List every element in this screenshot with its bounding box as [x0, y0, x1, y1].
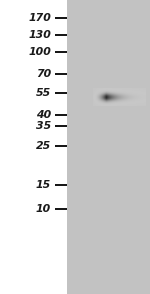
- Text: 25: 25: [36, 141, 51, 151]
- Text: 55: 55: [36, 88, 51, 98]
- Text: 70: 70: [36, 69, 51, 79]
- Text: 15: 15: [36, 180, 51, 190]
- Text: 35: 35: [36, 121, 51, 131]
- Text: 40: 40: [36, 110, 51, 120]
- Text: 170: 170: [28, 13, 51, 23]
- Text: 100: 100: [28, 47, 51, 57]
- Bar: [0, 0, 67, 294]
- Text: 10: 10: [36, 204, 51, 214]
- Text: 130: 130: [28, 30, 51, 40]
- Bar: [67, 0, 150, 294]
